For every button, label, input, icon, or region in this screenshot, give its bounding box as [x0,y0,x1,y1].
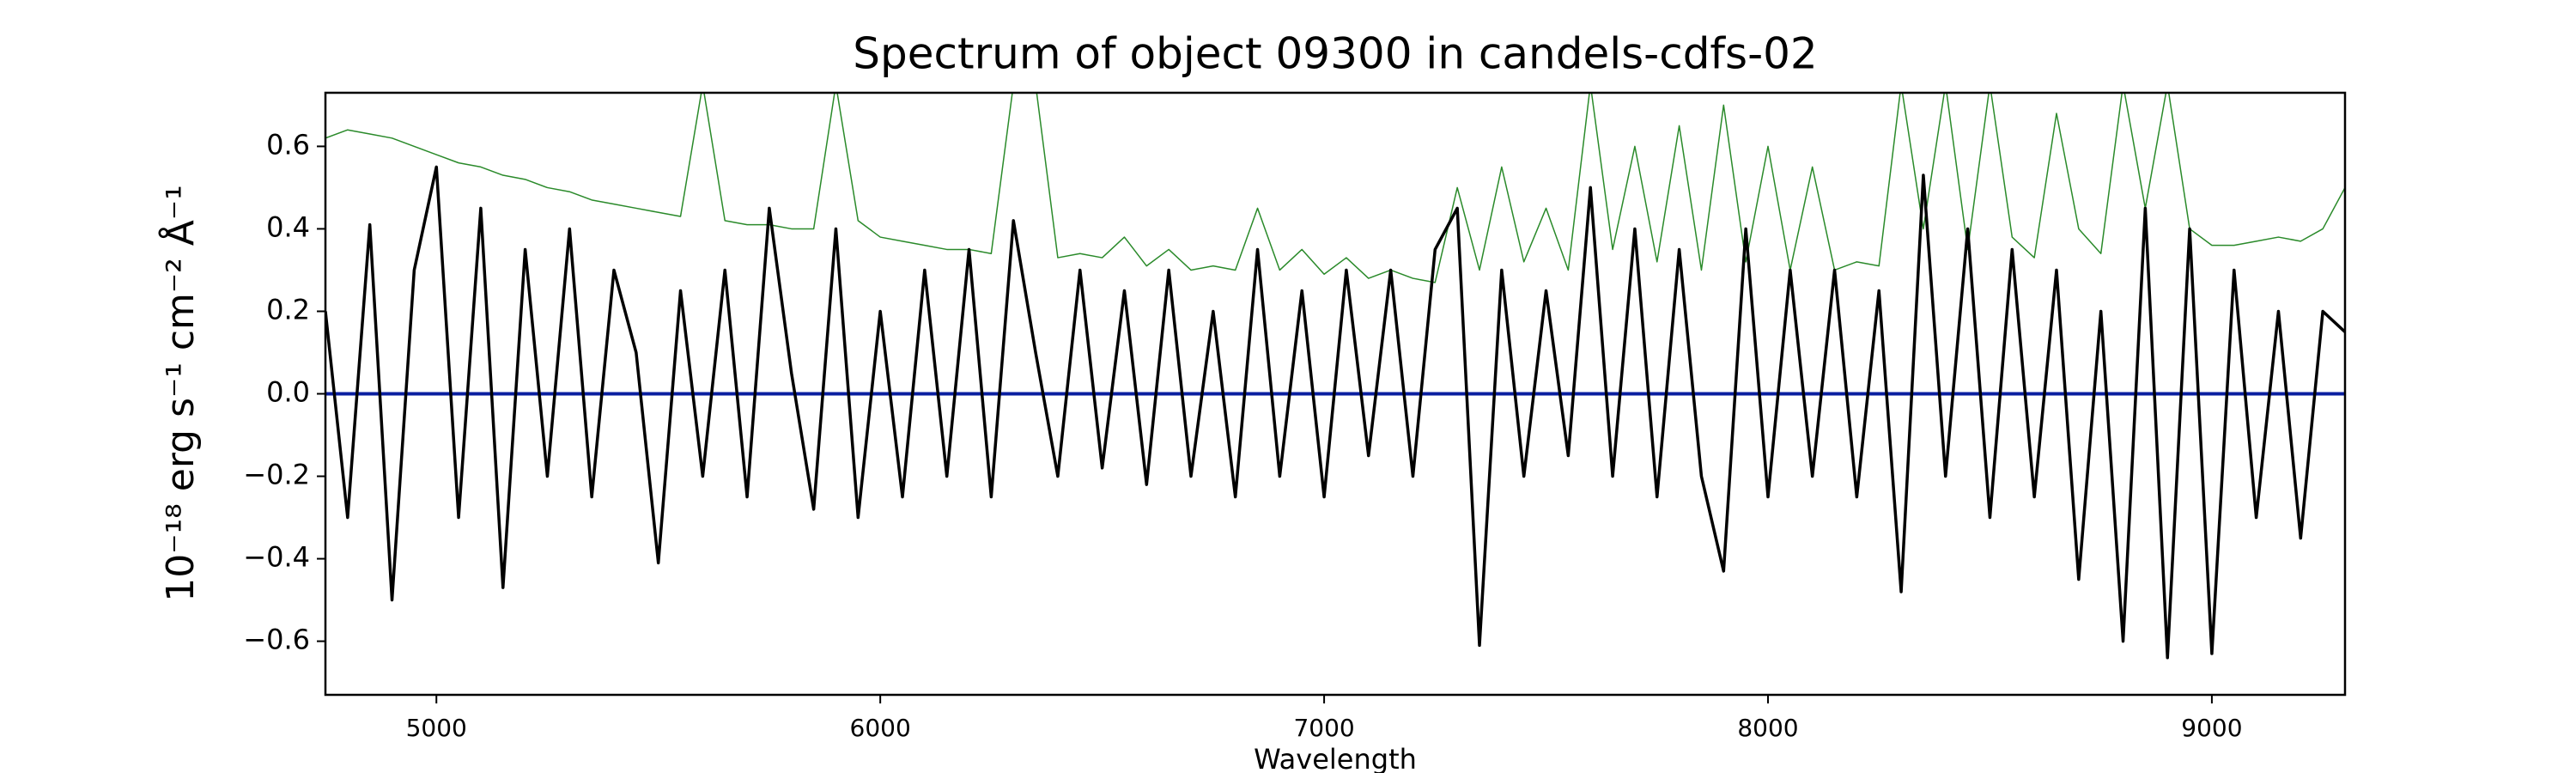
y-tick-label: −0.2 [243,459,310,491]
y-tick-label: 0.2 [266,293,310,326]
spectrum-line [325,165,2345,660]
x-tick-label: 5000 [406,714,467,742]
x-tick-label: 7000 [1293,714,1354,742]
spectrum-line [325,93,2345,283]
y-tick-label: 0.0 [266,376,310,409]
y-tick-label: −0.6 [243,624,310,656]
x-tick-label: 8000 [1737,714,1798,742]
x-tick-label: 6000 [850,714,911,742]
chart-title: Spectrum of object 09300 in candels-cdfs… [853,29,1818,79]
y-tick-label: −0.4 [243,541,310,574]
y-tick-label: 0.4 [266,210,310,243]
x-axis-label: Wavelength [1254,743,1417,773]
y-tick-label: 0.6 [266,128,310,161]
plot-area [325,93,2345,660]
y-axis-label: 10⁻¹⁸ erg s⁻¹ cm⁻² Å⁻¹ [157,185,203,601]
x-tick-label: 9000 [2181,714,2242,742]
